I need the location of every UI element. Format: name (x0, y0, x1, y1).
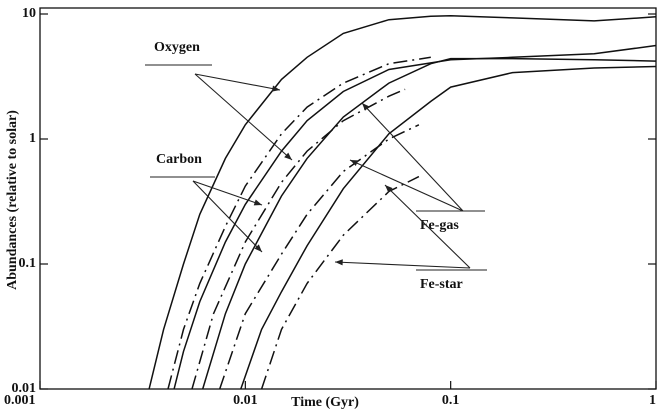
line-series (201, 57, 657, 390)
y-tick-label: 0.1 (19, 256, 37, 271)
x-axis-label: Time (Gyr) (291, 395, 359, 410)
annotation-arrow (361, 102, 464, 212)
annotation-arrow (349, 159, 464, 212)
y-axis-label: Abundances (relative to solar) (5, 110, 20, 290)
annotation: Fe-star (420, 277, 463, 292)
line-series (173, 44, 657, 390)
line-series (191, 88, 406, 390)
annotation-arrow (194, 73, 281, 92)
plot-frame (39, 7, 657, 390)
line-series (260, 175, 420, 390)
x-tick-label: 0.01 (233, 393, 258, 408)
annotation-arrow (194, 73, 293, 161)
y-tick-label: 0.01 (12, 381, 37, 396)
annotation-arrow (192, 180, 263, 206)
x-tick-label: 0.1 (442, 393, 460, 408)
annotation: Carbon (156, 152, 202, 167)
annotation-arrow (334, 259, 471, 269)
line-series (218, 124, 420, 390)
x-tick-label: 0.001 (4, 393, 36, 408)
x-tick-label: 1 (649, 393, 656, 408)
annotation-arrow (384, 184, 471, 269)
line-series (148, 14, 657, 390)
annotation-arrow (192, 180, 263, 253)
line-series (240, 65, 657, 390)
y-tick-label: 10 (22, 6, 36, 21)
y-tick-label: 1 (29, 131, 36, 146)
line-series (167, 56, 431, 390)
annotation: Oxygen (154, 40, 200, 55)
